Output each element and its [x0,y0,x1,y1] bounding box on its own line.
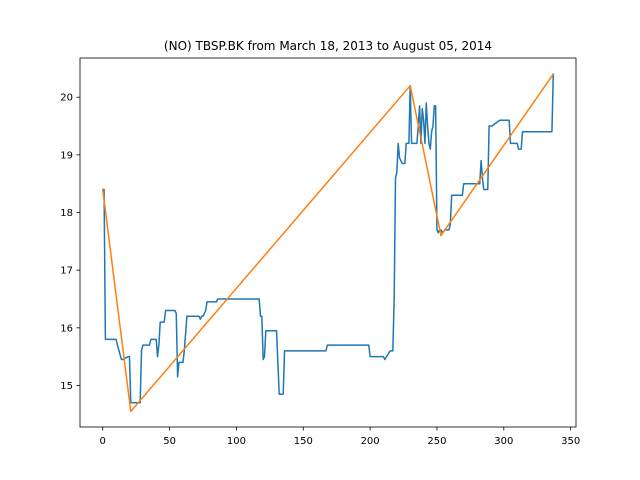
x-tick-label: 50 [163,436,176,447]
plot-frame [79,57,577,428]
y-tick-label: 19 [60,150,73,161]
y-tick-label: 16 [60,323,73,334]
series-layer [101,73,555,413]
y-tick-label: 15 [60,381,73,392]
y-tick-label: 17 [60,266,73,277]
series-line-2 [101,73,555,413]
x-tick-label: 300 [494,436,513,447]
x-tick-label: 100 [227,436,246,447]
x-tick-label: 150 [294,436,313,447]
x-tick-label: 250 [427,436,446,447]
axes-layer: 0 50 100 150 200 250 300 350 15 16 17 18 19 20 [60,57,580,447]
y-tick-label: 20 [60,93,73,104]
series-line-1 [101,73,555,404]
x-tick-label: 0 [100,436,106,447]
y-tick-label: 18 [60,208,73,219]
x-tick-label: 350 [561,436,580,447]
x-tick-label: 200 [361,436,380,447]
chart-title: (NO) TBSP.BK from March 18, 2013 to Augu… [164,39,492,53]
